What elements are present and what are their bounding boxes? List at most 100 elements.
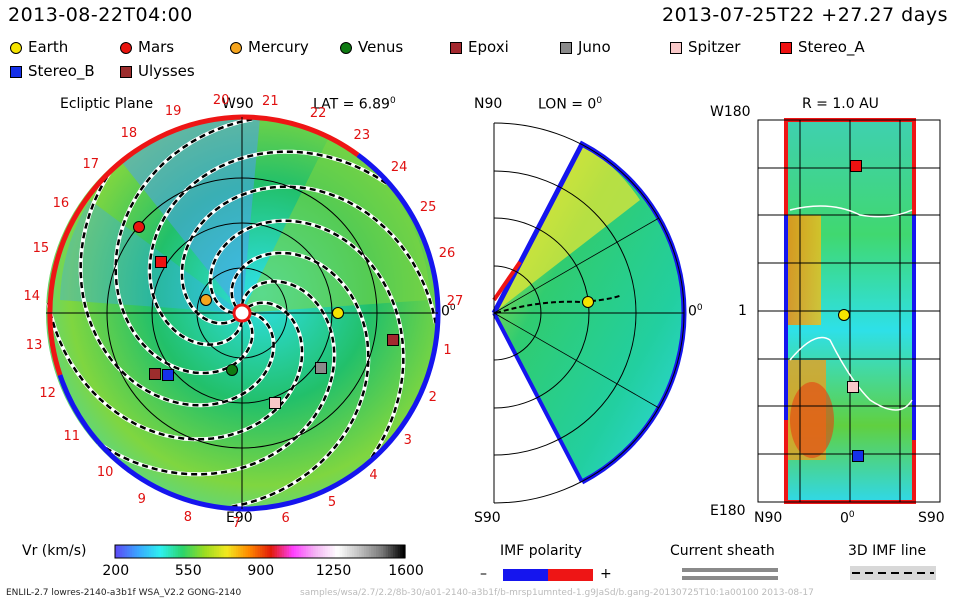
colorbar-cell: [373, 545, 377, 558]
colorbar-cell: [400, 545, 404, 558]
colorbar-cell: [320, 545, 324, 558]
colorbar-cell: [163, 545, 167, 558]
day-tick-20: 20: [212, 93, 230, 109]
meridional-panel: [491, 122, 687, 504]
colorbar-cell: [238, 545, 242, 558]
ecliptic-marker-spitzer: [268, 397, 281, 410]
ecliptic-bottom-label: E90: [226, 510, 253, 526]
ecliptic-right-label: 00: [441, 303, 456, 320]
imf-line-label: 3D IMF line: [848, 543, 927, 559]
colorbar-cell: [366, 545, 370, 558]
colorbar-cell: [305, 545, 309, 558]
ecliptic-title: Ecliptic Plane: [60, 96, 154, 112]
day-tick-16: 16: [52, 195, 70, 211]
current-sheath-symbol: [682, 568, 778, 572]
meridional-lon-label: LON = 00: [538, 96, 603, 113]
imf-spiral-line-3: [180, 185, 437, 325]
colorbar-cell: [228, 545, 232, 558]
footer-model-info: ENLIL-2.7 lowres-2140-a3b1f WSA_V2.2 GON…: [6, 588, 242, 598]
colorbar-cell: [197, 545, 201, 558]
meridional-right-label: 00: [688, 303, 703, 320]
colorbar-cell: [303, 545, 307, 558]
legend-marker-mercury: [230, 42, 242, 54]
colorbar-cell: [260, 545, 264, 558]
colorbar-cell: [313, 545, 317, 558]
colorbar-cell: [209, 545, 213, 558]
colorbar-cell: [402, 545, 406, 558]
day-tick-27: 27: [446, 294, 464, 310]
colorbar-cell: [339, 545, 343, 558]
colorbar-cell: [385, 545, 389, 558]
colorbar-cell: [349, 545, 353, 558]
legend-label-stereo_a: Stereo_A: [798, 38, 865, 56]
colorbar-cell: [245, 545, 249, 558]
radial-title: R = 1.0 AU: [802, 96, 879, 112]
colorbar-cell: [151, 545, 155, 558]
colorbar-cell: [279, 545, 283, 558]
colorbar-cell: [131, 545, 135, 558]
radial-marker-earth: [837, 308, 850, 321]
day-tick-11: 11: [63, 428, 81, 444]
colorbar-cell: [247, 545, 251, 558]
colorbar-tick-1600: 1600: [388, 563, 424, 579]
colorbar-cell: [378, 545, 382, 558]
colorbar-cell: [262, 545, 266, 558]
day-tick-10: 10: [96, 464, 114, 480]
colorbar-cell: [342, 545, 346, 558]
colorbar-cell: [202, 545, 206, 558]
ecliptic-marker-ulysses: [149, 367, 162, 380]
colorbar-cell: [310, 545, 314, 558]
colorbar-cell: [286, 545, 290, 558]
radial-mid-left: 1: [738, 303, 747, 319]
colorbar-cell: [284, 545, 288, 558]
colorbar-cell: [211, 545, 215, 558]
colorbar-cell: [189, 545, 193, 558]
colorbar-cell: [158, 545, 162, 558]
colorbar-cell: [390, 545, 394, 558]
colorbar-cell: [146, 545, 150, 558]
legend-label-stereo_b: Stereo_B: [28, 62, 95, 80]
legend-label-spitzer: Spitzer: [688, 38, 741, 56]
day-tick-14: 14: [23, 289, 41, 305]
colorbar-cell: [139, 545, 143, 558]
colorbar-cell: [334, 545, 338, 558]
colorbar-cell: [182, 545, 186, 558]
imf-spiral-line-1: [114, 118, 254, 375]
colorbar-cell: [233, 545, 237, 558]
colorbar-cell: [296, 545, 300, 558]
imf-spiral-line-2: [148, 150, 387, 346]
colorbar-tick-200: 200: [102, 563, 130, 579]
colorbar-cell: [356, 545, 360, 558]
radial-panel: [757, 118, 941, 504]
imf-spiral-line-7: [47, 301, 304, 441]
colorbar-cell: [252, 545, 256, 558]
imf-negative-swatch: [503, 569, 548, 581]
day-tick-17: 17: [82, 156, 100, 172]
colorbar-cell: [276, 545, 280, 558]
legend-label-epoxi: Epoxi: [468, 38, 509, 56]
day-tick-2: 2: [428, 390, 437, 406]
run-time-label: 2013-07-25T22 +27.27 days: [662, 4, 948, 26]
colorbar-cell: [134, 545, 138, 558]
meridional-bottom-label: S90: [474, 510, 501, 526]
colorbar-cell: [344, 545, 348, 558]
colorbar-cell: [136, 545, 140, 558]
day-tick-8: 8: [183, 509, 192, 525]
legend-marker-venus: [340, 42, 352, 54]
colorbar-cell: [177, 545, 181, 558]
colorbar-border: [114, 544, 406, 559]
current-time-label: 2013-08-22T04:00: [8, 4, 193, 26]
day-tick-19: 19: [164, 103, 182, 119]
day-tick-21: 21: [262, 93, 279, 109]
colorbar-cell: [392, 545, 396, 558]
ecliptic-marker-stereo_a: [154, 256, 167, 269]
colorbar-cell: [264, 545, 268, 558]
colorbar-cell: [250, 545, 254, 558]
day-tick-9: 9: [137, 492, 146, 508]
colorbar-cell: [156, 545, 160, 558]
imf-spiral-line-0: [79, 168, 275, 407]
legend-marker-mars: [120, 42, 132, 54]
colorbar-cell: [380, 545, 384, 558]
